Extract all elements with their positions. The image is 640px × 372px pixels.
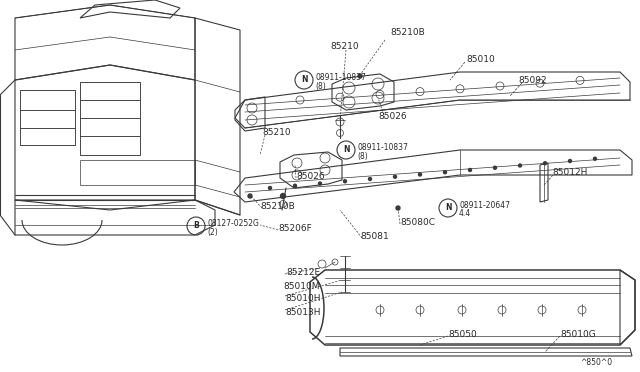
Text: 85010H: 85010H [285, 294, 321, 303]
Text: 85012H: 85012H [552, 168, 588, 177]
Text: 08911-10837: 08911-10837 [357, 142, 408, 151]
Text: 85010M: 85010M [283, 282, 319, 291]
Circle shape [269, 186, 271, 189]
Text: 85026: 85026 [296, 172, 324, 181]
Circle shape [444, 171, 447, 174]
Text: (2): (2) [207, 228, 218, 237]
Circle shape [396, 206, 400, 210]
Text: (8): (8) [357, 151, 368, 160]
Text: 08911-10837: 08911-10837 [315, 73, 366, 81]
Text: 85210B: 85210B [260, 202, 295, 211]
Text: 4.4: 4.4 [459, 209, 471, 218]
Text: 85010: 85010 [466, 55, 495, 64]
Text: N: N [301, 76, 307, 84]
Circle shape [248, 194, 252, 198]
Circle shape [493, 166, 497, 169]
Circle shape [419, 173, 422, 176]
Text: 85206F: 85206F [278, 224, 312, 233]
Circle shape [518, 164, 522, 167]
Text: N: N [445, 203, 451, 212]
Text: (8): (8) [315, 81, 326, 90]
Circle shape [280, 193, 285, 199]
Text: 85210: 85210 [330, 42, 358, 51]
Circle shape [369, 177, 371, 180]
Text: 85212E: 85212E [286, 268, 320, 277]
Text: 85010G: 85010G [560, 330, 596, 339]
Text: 85210: 85210 [262, 128, 291, 137]
Text: N: N [343, 145, 349, 154]
Circle shape [319, 182, 321, 185]
Text: B: B [193, 221, 199, 231]
Circle shape [468, 169, 472, 171]
Text: 85210B: 85210B [390, 28, 425, 37]
Circle shape [543, 162, 547, 165]
Text: 85092: 85092 [518, 76, 547, 85]
Text: ^850^0: ^850^0 [580, 358, 612, 367]
Text: 08911-20647: 08911-20647 [459, 201, 510, 209]
Circle shape [568, 160, 572, 163]
Text: 85081: 85081 [360, 232, 388, 241]
Circle shape [593, 157, 596, 160]
Text: 85013H: 85013H [285, 308, 321, 317]
Text: 08127-0252G: 08127-0252G [207, 218, 259, 228]
Text: 85050: 85050 [448, 330, 477, 339]
Circle shape [344, 180, 346, 183]
Circle shape [294, 184, 296, 187]
Text: 85026: 85026 [378, 112, 406, 121]
Circle shape [358, 74, 362, 78]
Circle shape [394, 175, 397, 178]
Text: 85080C: 85080C [400, 218, 435, 227]
